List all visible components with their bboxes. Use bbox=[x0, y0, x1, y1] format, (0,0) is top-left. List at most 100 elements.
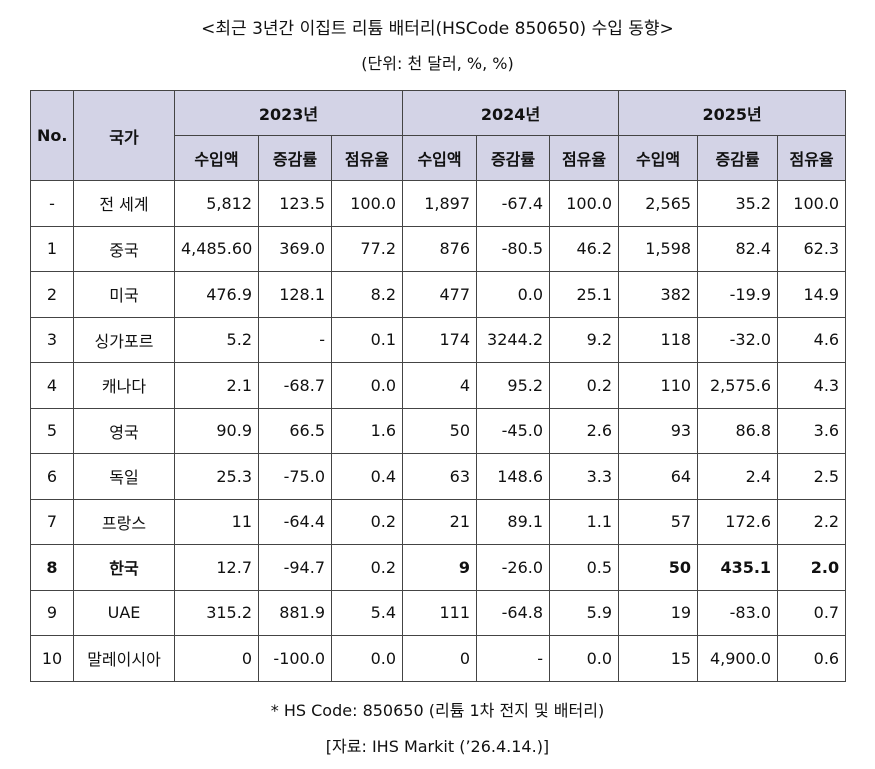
cell-value: - bbox=[476, 635, 551, 682]
header-sub: 수입액 bbox=[402, 135, 478, 181]
table-row: 1 중국 4,485.60 369.0 77.2 876 -80.5 46.2 1,598 82.… bbox=[30, 225, 847, 272]
cell-country: 캐나다 bbox=[73, 362, 175, 409]
cell-value: -26.0 bbox=[476, 544, 551, 591]
cell-value: 2.1 bbox=[174, 362, 259, 409]
header-sub: 점유율 bbox=[330, 135, 404, 181]
cell-value: -94.7 bbox=[258, 544, 332, 591]
cell-value: 128.1 bbox=[258, 271, 332, 318]
cell-country: 말레이시아 bbox=[73, 635, 175, 682]
cell-value: 9 bbox=[402, 544, 478, 591]
table-row: 4 캐나다 2.1 -68.7 0.0 4 95.2 0.2 110 2,575.6 4.3 bbox=[30, 362, 847, 409]
footnote: * HS Code: 850650 (리튬 1차 전지 및 배터리) bbox=[270, 701, 605, 720]
cell-value: 3.6 bbox=[777, 407, 847, 454]
table-row: 5 영국 90.9 66.5 1.6 50 -45.0 2.6 93 86.8 3.6 bbox=[30, 407, 847, 454]
cell-value: -68.7 bbox=[258, 362, 332, 409]
cell-value: 21 bbox=[402, 498, 478, 545]
cell-value: 100.0 bbox=[777, 180, 847, 227]
header-sub: 점유율 bbox=[549, 135, 620, 181]
cell-value: 12.7 bbox=[174, 544, 259, 591]
table-row: -전 세계 5,812 123.5 100.0 1,897 -67.4 100.0 2,565… bbox=[30, 180, 847, 227]
source: [자료: IHS Markit (’26.4.14.)] bbox=[325, 737, 550, 756]
header-sub: 수입액 bbox=[174, 135, 259, 181]
cell-value: 0.5 bbox=[549, 544, 620, 591]
cell-value: 2.0 bbox=[777, 544, 847, 591]
cell-no: 2 bbox=[30, 271, 74, 318]
cell-value: 4,900.0 bbox=[697, 635, 779, 682]
cell-value: -80.5 bbox=[476, 225, 551, 272]
cell-value: 93 bbox=[618, 407, 699, 454]
table-row: 7 프랑스 11 -64.4 0.2 21 89.1 1.1 57 172.6 2.2 bbox=[30, 498, 847, 545]
cell-value: 1,598 bbox=[618, 225, 699, 272]
cell-no: - bbox=[30, 180, 74, 227]
cell-value: 25.1 bbox=[549, 271, 620, 318]
header-year: 2024년 bbox=[402, 90, 620, 136]
cell-value: 0.2 bbox=[549, 362, 620, 409]
header-sub: 증감률 bbox=[258, 135, 332, 181]
cell-value: 369.0 bbox=[258, 225, 332, 272]
cell-value: -67.4 bbox=[476, 180, 551, 227]
header-no: No. bbox=[30, 90, 74, 181]
cell-no: 10 bbox=[30, 635, 74, 682]
cell-value: 2.2 bbox=[777, 498, 847, 545]
cell-no: 9 bbox=[30, 589, 74, 636]
cell-value: 95.2 bbox=[476, 362, 551, 409]
cell-value: 4.3 bbox=[777, 362, 847, 409]
cell-no: 7 bbox=[30, 498, 74, 545]
cell-value: 0.0 bbox=[330, 362, 404, 409]
cell-country: UAE bbox=[73, 589, 175, 636]
cell-value: 110 bbox=[618, 362, 699, 409]
cell-value: 1.1 bbox=[549, 498, 620, 545]
cell-value: 0.2 bbox=[330, 544, 404, 591]
cell-value: 14.9 bbox=[777, 271, 847, 318]
cell-country: 전 세계 bbox=[73, 180, 175, 227]
import-table: No. 국가 2023년 2024년 2025년 수입액 증감률 점유율 수입액 증감률… bbox=[30, 90, 847, 682]
cell-value: 89.1 bbox=[476, 498, 551, 545]
cell-country: 독일 bbox=[73, 453, 175, 500]
cell-value: 3.3 bbox=[549, 453, 620, 500]
cell-value: 0.7 bbox=[777, 589, 847, 636]
cell-value: 0.0 bbox=[476, 271, 551, 318]
cell-country: 한국 bbox=[73, 544, 175, 591]
cell-value: 881.9 bbox=[258, 589, 332, 636]
cell-value: -100.0 bbox=[258, 635, 332, 682]
cell-value: 50 bbox=[402, 407, 478, 454]
cell-value: 100.0 bbox=[330, 180, 404, 227]
cell-value: -75.0 bbox=[258, 453, 332, 500]
cell-value: 66.5 bbox=[258, 407, 332, 454]
cell-value: 8.2 bbox=[330, 271, 404, 318]
cell-value: 172.6 bbox=[697, 498, 779, 545]
cell-value: 0.0 bbox=[549, 635, 620, 682]
table-row: 3 싱가포르 5.2-0.1 174 3244.2 9.2 118 -32.0 4.6 bbox=[30, 316, 847, 363]
cell-value: 1.6 bbox=[330, 407, 404, 454]
table-row: 6 독일 25.3 -75.0 0.4 63 148.6 3.3 64 2.4 2.5 bbox=[30, 453, 847, 500]
cell-value: 90.9 bbox=[174, 407, 259, 454]
cell-value: 35.2 bbox=[697, 180, 779, 227]
table-row: 8 한국 12.7 -94.7 0.2 9 -26.0 0.5 50 435.1 2.0 bbox=[30, 544, 847, 591]
cell-value: -45.0 bbox=[476, 407, 551, 454]
header-year: 2025년 bbox=[618, 90, 847, 136]
cell-value: 82.4 bbox=[697, 225, 779, 272]
cell-value: -32.0 bbox=[697, 316, 779, 363]
cell-value: 100.0 bbox=[549, 180, 620, 227]
cell-value: 123.5 bbox=[258, 180, 332, 227]
cell-no: 1 bbox=[30, 225, 74, 272]
cell-no: 3 bbox=[30, 316, 74, 363]
cell-value: 0.0 bbox=[330, 635, 404, 682]
header-sub: 수입액 bbox=[618, 135, 699, 181]
cell-no: 5 bbox=[30, 407, 74, 454]
cell-value: 3244.2 bbox=[476, 316, 551, 363]
cell-value: -64.8 bbox=[476, 589, 551, 636]
header-sub: 증감률 bbox=[476, 135, 551, 181]
cell-country: 싱가포르 bbox=[73, 316, 175, 363]
cell-value: 19 bbox=[618, 589, 699, 636]
cell-value: 4,485.60 bbox=[174, 225, 259, 272]
cell-value: 0.1 bbox=[330, 316, 404, 363]
cell-country: 중국 bbox=[73, 225, 175, 272]
cell-value: 4.6 bbox=[777, 316, 847, 363]
cell-value: 5.2 bbox=[174, 316, 259, 363]
cell-value: 2,575.6 bbox=[697, 362, 779, 409]
cell-value: 4 bbox=[402, 362, 478, 409]
cell-value: 86.8 bbox=[697, 407, 779, 454]
table-row: 2 미국 476.9 128.1 8.2 477 0.0 25.1 382 -19.9 14.9 bbox=[30, 271, 847, 318]
cell-value: -64.4 bbox=[258, 498, 332, 545]
